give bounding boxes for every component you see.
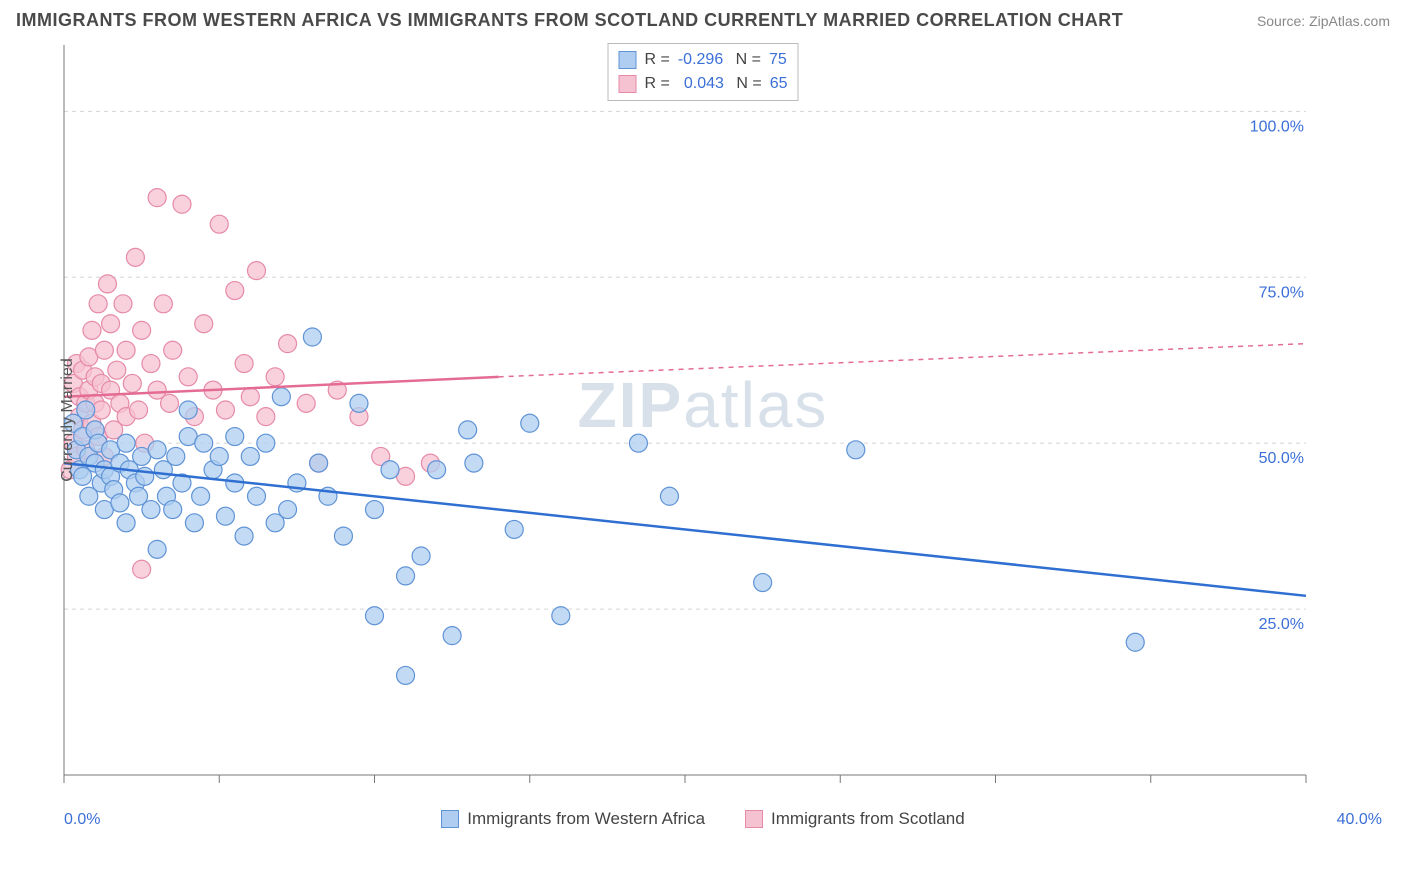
scatter-chart: 25.0% 50.0% 75.0% 100.0% xyxy=(16,35,1316,805)
legend-item-0: Immigrants from Western Africa xyxy=(441,809,705,829)
legend-item-1: Immigrants from Scotland xyxy=(745,809,965,829)
legend-label: Immigrants from Western Africa xyxy=(467,809,705,829)
svg-text:100.0%: 100.0% xyxy=(1250,118,1304,135)
y-axis-label: Currently Married xyxy=(59,358,77,482)
svg-text:75.0%: 75.0% xyxy=(1259,284,1304,301)
stats-row-series-1: R = 0.043 N = 65 xyxy=(619,72,788,96)
legend-label: Immigrants from Scotland xyxy=(771,809,965,829)
swatch-icon xyxy=(441,810,459,828)
stats-legend: R = -0.296 N = 75 R = 0.043 N = 65 xyxy=(608,43,799,101)
svg-text:25.0%: 25.0% xyxy=(1259,616,1304,633)
header: IMMIGRANTS FROM WESTERN AFRICA VS IMMIGR… xyxy=(0,0,1406,35)
x-axis-min-label: 0.0% xyxy=(64,811,100,829)
x-axis-max-label: 40.0% xyxy=(1337,811,1382,829)
stats-row-series-0: R = -0.296 N = 75 xyxy=(619,48,788,72)
chart-title: IMMIGRANTS FROM WESTERN AFRICA VS IMMIGR… xyxy=(16,10,1123,31)
bottom-legend: Immigrants from Western Africa Immigrant… xyxy=(0,809,1406,829)
svg-text:50.0%: 50.0% xyxy=(1259,450,1304,467)
source-label: Source: ZipAtlas.com xyxy=(1257,13,1390,29)
swatch-icon xyxy=(619,51,637,69)
chart-area: Currently Married 25.0%50.0%75.0%100.0% … xyxy=(16,35,1390,805)
swatch-icon xyxy=(619,75,637,93)
swatch-icon xyxy=(745,810,763,828)
